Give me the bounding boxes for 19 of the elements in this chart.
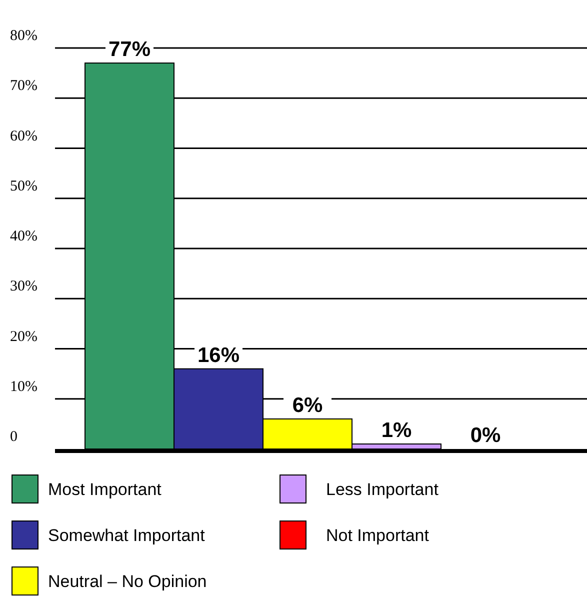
y-tick-label: 60% <box>10 128 38 144</box>
y-tick-label: 10% <box>10 378 38 395</box>
text: 1% <box>381 418 412 442</box>
y-tick-label: 0 <box>10 429 18 445</box>
y-tick-label: 40% <box>10 228 38 244</box>
legend-label: Most Important <box>48 480 162 499</box>
legend-label: Neutral – No Opinion <box>48 572 207 591</box>
y-tick-label: 50% <box>10 178 38 194</box>
legend-label: Less Important <box>326 480 439 499</box>
legend-label: Not Important <box>326 526 430 545</box>
y-tick-label: 30% <box>10 278 38 295</box>
text: 0% <box>470 424 501 447</box>
legend-label: Somewhat Important <box>48 526 206 545</box>
text: 6% <box>292 394 323 417</box>
y-tick-label: 20% <box>10 328 38 345</box>
text: 77% <box>108 38 151 62</box>
y-tick-label: 80% <box>10 28 38 44</box>
text: 16% <box>197 344 240 367</box>
y-tick-label: 70% <box>10 78 38 94</box>
